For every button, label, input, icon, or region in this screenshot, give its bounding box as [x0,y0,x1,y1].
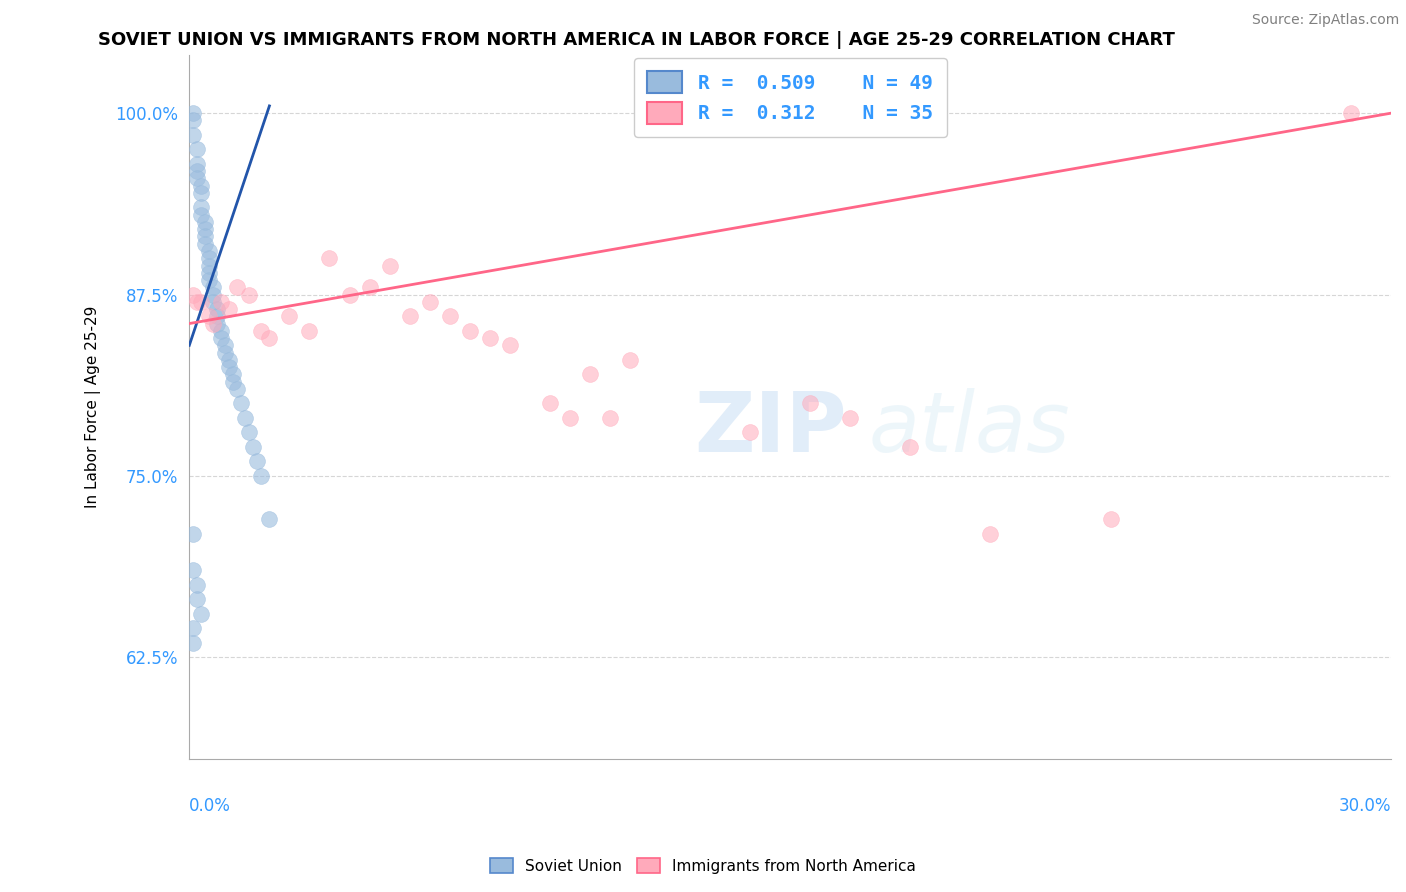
Point [207,310,229,324]
Point [198,310,221,324]
Text: 0.0%: 0.0% [190,797,231,815]
Point [979,527,1001,541]
Point [198,244,221,258]
Point [194,229,217,244]
Point [499,338,522,352]
Point [558,410,581,425]
Point [1340,106,1362,120]
Point [190,294,212,309]
Point [259,512,281,526]
Point [1099,512,1122,526]
Point [238,425,260,440]
Point [259,331,281,345]
Point [186,171,208,186]
Point [538,396,561,410]
Point [222,375,245,389]
Point [738,425,761,440]
Point [278,310,301,324]
Point [579,368,602,382]
Point [238,287,260,301]
Point [198,266,221,280]
Point [898,440,921,454]
Point [207,317,229,331]
Point [190,208,212,222]
Text: Source: ZipAtlas.com: Source: ZipAtlas.com [1251,13,1399,28]
Point [198,252,221,266]
Point [246,454,269,468]
Point [242,440,264,454]
Point [207,301,229,316]
Point [202,317,225,331]
Point [186,294,208,309]
Point [298,324,321,338]
Point [419,294,441,309]
Point [439,310,461,324]
Text: SOVIET UNION VS IMMIGRANTS FROM NORTH AMERICA IN LABOR FORCE | AGE 25-29 CORRELA: SOVIET UNION VS IMMIGRANTS FROM NORTH AM… [98,31,1175,49]
Point [318,252,340,266]
Point [209,331,232,345]
Legend: R =  0.509    N = 49, R =  0.312    N = 35: R = 0.509 N = 49, R = 0.312 N = 35 [634,58,946,137]
Point [181,287,204,301]
Point [231,396,253,410]
Point [218,360,240,375]
Point [478,331,501,345]
Point [186,592,208,607]
Point [186,143,208,157]
Point [198,273,221,287]
Text: ZIP: ZIP [695,387,846,468]
Point [458,324,481,338]
Point [190,201,212,215]
Point [226,382,249,396]
Point [359,280,381,294]
Point [202,280,225,294]
Point [202,294,225,309]
Point [378,259,401,273]
Point [799,396,821,410]
Point [181,113,204,128]
Point [181,128,204,142]
Point [226,280,249,294]
Point [190,178,212,193]
Point [209,294,232,309]
Text: atlas: atlas [869,387,1070,468]
Point [218,301,240,316]
Point [222,368,245,382]
Point [186,157,208,171]
Point [194,215,217,229]
Point [181,636,204,650]
Point [194,236,217,251]
Point [235,410,257,425]
Point [181,563,204,577]
Text: 30.0%: 30.0% [1339,797,1391,815]
Point [190,186,212,200]
Point [209,324,232,338]
Point [339,287,361,301]
Point [218,352,240,367]
Y-axis label: In Labor Force | Age 25-29: In Labor Force | Age 25-29 [86,306,101,508]
Point [186,577,208,591]
Legend: Soviet Union, Immigrants from North America: Soviet Union, Immigrants from North Amer… [484,852,922,880]
Point [198,259,221,273]
Point [214,338,236,352]
Point [214,345,236,359]
Point [250,324,273,338]
Point [190,607,212,621]
Point [186,164,208,178]
Point [194,222,217,236]
Point [181,106,204,120]
Point [250,468,273,483]
Point [599,410,621,425]
Point [181,527,204,541]
Point [202,287,225,301]
Point [619,352,641,367]
Point [181,621,204,635]
Point [398,310,420,324]
Point [839,410,862,425]
